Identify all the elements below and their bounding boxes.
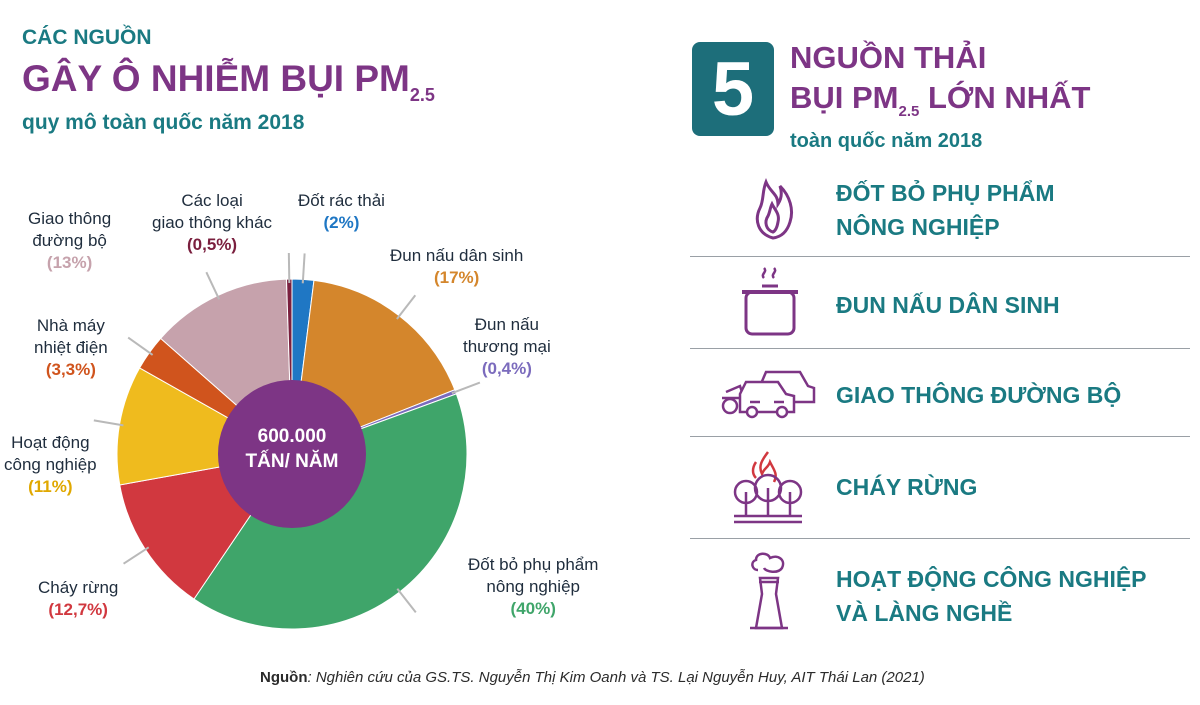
slice-label-text: Cháy rừng bbox=[38, 578, 119, 597]
top-source-5-line2: VÀ LÀNG NGHỀ bbox=[836, 600, 1013, 626]
leader-line-2 bbox=[396, 294, 417, 320]
slice-label-dun-nau-dan-sinh: Đun nấu dân sinh (17%) bbox=[390, 245, 523, 289]
donut-chart bbox=[93, 253, 481, 630]
top-source-2: ĐUN NẤU DÂN SINH bbox=[836, 288, 1060, 322]
slice-label-pct: (3,3%) bbox=[45, 360, 96, 379]
slice-label-pct: (12,7%) bbox=[48, 600, 108, 619]
slice-label-text: Đun nấu bbox=[474, 315, 539, 334]
slice-label-dot-rac-thai: Đốt rác thải (2%) bbox=[298, 190, 385, 234]
chart-kicker: CÁC NGUỒN bbox=[22, 26, 152, 49]
top-source-1-line1: ĐỐT BỎ PHỤ PHẨM bbox=[836, 180, 1055, 206]
slice-label-pct: (13%) bbox=[46, 253, 93, 272]
slice-label-text: nông nghiệp bbox=[486, 577, 580, 596]
donut-center bbox=[218, 380, 366, 528]
slice-label-text: thương mại bbox=[463, 337, 551, 356]
right-title-subscript: 2.5 bbox=[898, 103, 920, 120]
slice-label-nha-may-nhiet-dien: Nhà máy nhiệt điện (3,3%) bbox=[34, 315, 108, 381]
divider bbox=[690, 256, 1190, 257]
leader-line-6 bbox=[93, 419, 124, 427]
flame-icon bbox=[755, 177, 794, 240]
right-title-line1: NGUỒN THẢI bbox=[790, 40, 987, 75]
chart-subtitle: quy mô toàn quốc năm 2018 bbox=[22, 111, 305, 134]
slice-label-pct: (0,5%) bbox=[186, 235, 238, 254]
top-source-3: GIAO THÔNG ĐƯỜNG BỘ bbox=[836, 378, 1121, 412]
slice-label-chay-rung: Cháy rừng (12,7%) bbox=[38, 577, 118, 621]
center-unit: TẤN/ NĂM bbox=[245, 451, 339, 472]
top-source-1-line2: NÔNG NGHIỆP bbox=[836, 214, 1000, 240]
center-value: 600.000 bbox=[257, 426, 327, 447]
chart-title-subscript: 2.5 bbox=[409, 85, 435, 105]
slice-label-pct: (17%) bbox=[433, 268, 480, 287]
slice-label-text: Đốt bỏ phụ phẩm bbox=[468, 555, 599, 574]
slice-label-text: Giao thông bbox=[28, 209, 112, 228]
chart-title-text: GÂY Ô NHIỄM BỤI PM bbox=[22, 58, 410, 99]
chart-title: GÂY Ô NHIỄM BỤI PM2.5 bbox=[22, 58, 435, 106]
slice-label-text: công nghiệp bbox=[4, 455, 97, 474]
slice-label-pct: (11%) bbox=[28, 477, 73, 496]
slice-label-pct: (0,4%) bbox=[481, 359, 532, 378]
slice-label-text: Đốt rác thải bbox=[298, 191, 385, 210]
factory-chimney-icon bbox=[750, 552, 788, 630]
right-title-line2: BỤI PM2.5 LỚN NHẤT bbox=[790, 80, 1090, 120]
leader-line-7 bbox=[127, 336, 154, 356]
slice-label-text: Nhà máy bbox=[36, 316, 105, 335]
slice-label-pct: (2%) bbox=[323, 213, 360, 232]
right-subtitle: toàn quốc năm 2018 bbox=[790, 130, 983, 152]
cooking-pot-icon bbox=[742, 267, 798, 336]
slice-label-text: nhiệt điện bbox=[34, 338, 108, 357]
source-label: Nguồn bbox=[260, 669, 308, 686]
slice-label-hoat-dong-cong-nghiep: Hoạt động công nghiệp (11%) bbox=[4, 432, 97, 498]
top-source-5: HOẠT ĐỘNG CÔNG NGHIỆP VÀ LÀNG NGHỀ bbox=[836, 562, 1147, 630]
number-badge: 5 bbox=[692, 42, 774, 136]
top-source-2-line1: ĐUN NẤU DÂN SINH bbox=[836, 292, 1060, 318]
slice-label-text: giao thông khác bbox=[152, 213, 273, 232]
source-note: Nguồn: Nghiên cứu của GS.TS. Nguyễn Thị … bbox=[260, 669, 925, 686]
vehicles-icon bbox=[721, 370, 816, 419]
slice-label-text: đường bộ bbox=[32, 231, 107, 250]
slice-label-cac-loai-giao-thong-khac: Các loại giao thông khác (0,5%) bbox=[152, 190, 272, 256]
slice-label-dot-bo-phu-pham: Đốt bỏ phụ phẩm nông nghiệp (40%) bbox=[468, 554, 598, 620]
slice-label-text: Hoạt động bbox=[11, 433, 90, 452]
top-source-4: CHÁY RỪNG bbox=[836, 470, 977, 504]
divider bbox=[690, 538, 1190, 539]
right-title-pm: BỤI PM bbox=[790, 80, 899, 115]
leader-line-5 bbox=[123, 546, 150, 565]
right-title-rest: LỚN NHẤT bbox=[919, 80, 1091, 115]
donut-center-label: 600.000 TẤN/ NĂM bbox=[238, 424, 346, 474]
source-text: : Nghiên cứu của GS.TS. Nguyễn Thị Kim O… bbox=[307, 669, 925, 686]
top-source-5-line1: HOẠT ĐỘNG CÔNG NGHIỆP bbox=[836, 566, 1147, 592]
top-source-4-line1: CHÁY RỪNG bbox=[836, 474, 978, 500]
slice-label-giao-thong-duong-bo: Giao thông đường bộ (13%) bbox=[28, 208, 111, 274]
slice-label-pct: (40%) bbox=[510, 599, 556, 618]
slice-label-dun-nau-thuong-mai: Đun nấu thương mại (0,4%) bbox=[463, 314, 551, 380]
leader-line-3 bbox=[451, 381, 481, 395]
slice-label-text: Đun nấu dân sinh bbox=[390, 246, 524, 265]
leader-line-4 bbox=[396, 588, 417, 613]
leader-line-1 bbox=[301, 253, 306, 284]
divider bbox=[690, 348, 1190, 349]
slice-label-text: Các loại bbox=[181, 191, 243, 210]
forest-fire-icon bbox=[733, 451, 803, 524]
top-source-3-line1: GIAO THÔNG ĐƯỜNG BỘ bbox=[836, 382, 1122, 408]
leader-line-8 bbox=[205, 271, 221, 300]
top-source-1: ĐỐT BỎ PHỤ PHẨM NÔNG NGHIỆP bbox=[836, 176, 1055, 244]
divider bbox=[690, 436, 1190, 437]
